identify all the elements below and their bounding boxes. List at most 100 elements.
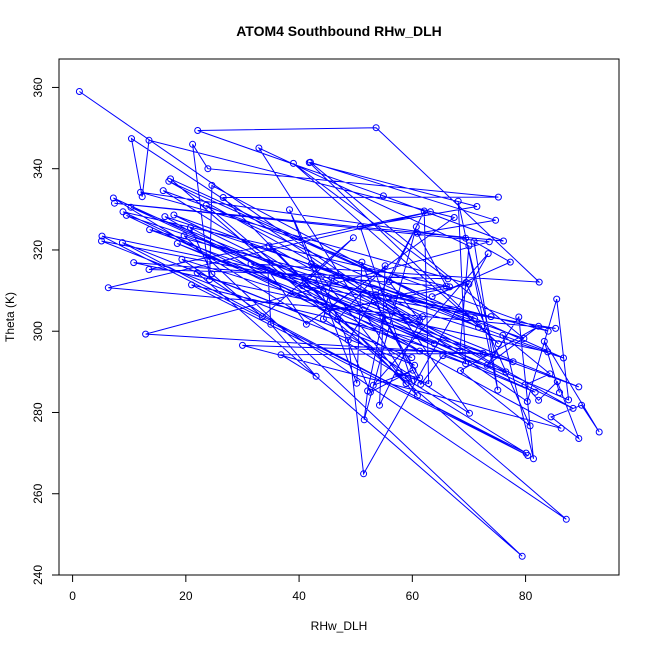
data-point [379, 313, 387, 321]
data-point [219, 194, 227, 201]
data-point [369, 381, 377, 389]
data-point [499, 331, 507, 339]
data-point [402, 380, 410, 388]
data-point [544, 327, 552, 335]
data-point [520, 335, 528, 342]
data-point [159, 187, 167, 195]
series-layer [75, 88, 603, 560]
data-point [208, 181, 216, 189]
x-tick-label: 80 [519, 589, 533, 603]
data-point [484, 250, 492, 258]
data-point [565, 396, 573, 404]
x-axis-label: RHw_DLH [311, 619, 368, 633]
data-point [575, 435, 583, 442]
data-point [137, 188, 144, 196]
data-point [286, 206, 293, 214]
data-point [595, 428, 603, 436]
data-point [98, 237, 105, 245]
data-point [360, 416, 368, 424]
data-point [456, 347, 464, 355]
data-point [258, 313, 266, 321]
data-point [323, 307, 331, 315]
data-point [412, 223, 420, 231]
data-point [75, 88, 83, 95]
x-tick-label: 40 [292, 589, 306, 603]
data-point [138, 193, 146, 201]
data-point [502, 368, 510, 376]
data-point [170, 211, 178, 219]
data-point [473, 203, 481, 210]
y-tick-label: 360 [31, 77, 45, 97]
data-point [535, 396, 543, 404]
data-point [193, 269, 201, 277]
data-point [485, 238, 493, 246]
data-point [376, 401, 383, 409]
data-point [413, 229, 421, 237]
data-point [306, 158, 314, 166]
data-point [356, 223, 364, 231]
data-point [145, 136, 153, 144]
data-point [142, 330, 150, 338]
data-point [247, 260, 255, 268]
data-point [381, 262, 389, 270]
data-point [302, 320, 310, 328]
data-point [531, 388, 539, 396]
data-point [385, 278, 393, 286]
data-point [409, 366, 417, 374]
data-point [553, 295, 561, 303]
data-point [560, 354, 567, 362]
data-point [413, 392, 421, 400]
data-point [500, 237, 507, 245]
data-point [328, 274, 336, 282]
data-point [111, 199, 118, 207]
x-tick-label: 60 [406, 589, 420, 603]
data-point [428, 293, 436, 301]
data-point [118, 239, 126, 247]
data-point [430, 340, 438, 348]
data-point [188, 281, 195, 289]
data-point [167, 175, 174, 183]
data-point [492, 216, 500, 224]
data-point [255, 144, 263, 152]
y-tick-label: 320 [31, 240, 45, 260]
data-point [530, 455, 537, 463]
data-point [562, 515, 570, 523]
data-point [411, 361, 419, 369]
data-point [104, 284, 112, 292]
data-point [119, 208, 127, 216]
data-point [208, 270, 216, 278]
data-point [358, 258, 366, 266]
data-point [575, 383, 583, 391]
data-point [372, 291, 379, 299]
data-point [312, 372, 320, 380]
data-point [444, 275, 452, 283]
data-point [319, 315, 327, 323]
data-point [146, 226, 154, 234]
data-point [353, 379, 361, 387]
data-point [180, 232, 188, 240]
data-point [483, 361, 491, 369]
data-point [552, 324, 560, 332]
data-point [462, 279, 470, 286]
data-point [186, 224, 194, 232]
data-point [450, 214, 458, 221]
data-point [194, 127, 202, 134]
y-tick-label: 340 [31, 158, 45, 178]
data-point [540, 337, 548, 345]
data-point [267, 320, 275, 328]
y-tick-label: 300 [31, 321, 45, 341]
data-point [416, 347, 424, 355]
data-point [173, 240, 181, 247]
data-point [515, 313, 523, 321]
data-point [289, 159, 297, 167]
data-point [379, 192, 387, 200]
data-point [462, 360, 470, 368]
data-point [553, 378, 561, 386]
data-point [470, 237, 478, 245]
data-point [128, 135, 135, 143]
data-point [462, 234, 470, 242]
data-point [544, 348, 552, 356]
data-point [535, 278, 543, 286]
data-point [408, 377, 416, 385]
